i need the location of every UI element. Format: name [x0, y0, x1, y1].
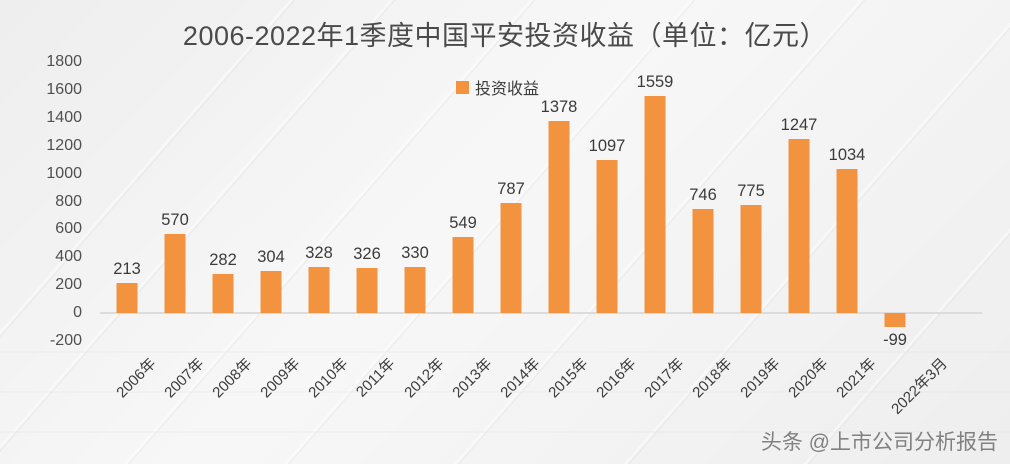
bar[interactable]: [308, 267, 330, 314]
bar-value-label: 1559: [636, 72, 674, 91]
bar[interactable]: [788, 139, 810, 314]
bar-value-label: 1034: [828, 145, 866, 164]
chart-title: 2006-2022年1季度中国平安投资收益（单位：亿元）: [182, 21, 828, 51]
x-axis-tick: 2013年: [449, 355, 496, 402]
plot-area: 213 2006年 570 2007年 282 2008年 304 2009年 328 2010年…: [95, 62, 990, 418]
x-axis-tick: 2021年: [833, 355, 880, 402]
bar[interactable]: [452, 236, 474, 314]
bar[interactable]: [548, 120, 570, 314]
bar[interactable]: [164, 233, 186, 314]
y-axis-tick: 400: [55, 248, 82, 266]
bar-group: 1097 2016年: [583, 62, 640, 401]
x-axis-tick: 2017年: [641, 355, 688, 402]
x-axis-tick: 2022年3月: [888, 355, 951, 418]
x-axis-tick: 2019年: [737, 355, 784, 402]
bar-group: 787 2014年: [487, 62, 543, 401]
bar-group: -99 2022年3月: [871, 62, 951, 418]
y-axis-tick: 1600: [46, 80, 82, 98]
bar-value-label: 330: [401, 244, 429, 263]
bar[interactable]: [116, 283, 138, 314]
y-axis-tick: -200: [49, 332, 82, 349]
bar[interactable]: [836, 168, 858, 314]
bar[interactable]: [404, 267, 426, 314]
bar-group: 326 2011年: [343, 62, 398, 401]
bar-value-label: 304: [257, 247, 285, 266]
bar[interactable]: [884, 313, 906, 327]
bar-value-label: 213: [113, 260, 141, 279]
bar-value-label: 570: [161, 210, 189, 229]
bar[interactable]: [692, 209, 714, 314]
bar[interactable]: [644, 95, 666, 314]
bar[interactable]: [356, 267, 378, 314]
bar-group: 775 2019年: [727, 62, 783, 401]
bar[interactable]: [212, 273, 234, 314]
x-axis-tick: 2006年: [113, 355, 160, 402]
y-axis-tick: 1400: [46, 108, 82, 126]
legend-swatch-icon: [456, 80, 469, 94]
bar-value-label: 746: [689, 186, 717, 205]
x-axis-tick: 2009年: [257, 355, 304, 402]
y-axis-tick: 1000: [46, 164, 82, 182]
bar-group: 213 2006年: [103, 62, 159, 401]
x-axis-tick: 2018年: [689, 355, 736, 402]
x-axis-tick: 2020年: [785, 355, 832, 402]
bar-group: 1034 2021年: [823, 62, 880, 402]
y-axis-tick: 600: [55, 220, 82, 238]
x-axis-tick: 2012年: [401, 355, 448, 402]
bar-group: 570 2007年: [151, 62, 207, 402]
x-axis-tick: 2014年: [497, 355, 544, 402]
bar-value-label: 549: [449, 213, 477, 232]
y-axis-tick: 1200: [46, 136, 82, 154]
bar-value-label: 787: [497, 180, 525, 199]
bar[interactable]: [596, 160, 618, 314]
x-axis-tick: 2010年: [305, 355, 352, 402]
x-axis-tick: 2007年: [161, 355, 208, 402]
bar-group: 1559 2017年: [631, 62, 688, 402]
x-axis-tick: 2016年: [593, 355, 640, 402]
y-axis-tick: 200: [55, 276, 82, 294]
bar-group: 549 2013年: [439, 62, 495, 402]
bar-group: 746 2018年: [679, 62, 735, 401]
bar-value-label: 1378: [540, 97, 578, 116]
bar-value-label: 326: [353, 244, 381, 263]
watermark: 头条 @上市公司分析报告: [760, 431, 998, 454]
chart-legend: 投资收益: [456, 75, 539, 99]
bar-value-label: 282: [209, 250, 237, 269]
bar-value-label: 775: [737, 181, 765, 200]
x-axis-tick: 2015年: [545, 355, 592, 402]
bar-group: 1247 2020年: [775, 62, 832, 401]
bar[interactable]: [500, 203, 522, 314]
zero-baseline: [100, 312, 982, 315]
x-axis-tick: 2008年: [209, 355, 256, 402]
legend-label: 投资收益: [475, 81, 540, 98]
bar-group: 304 2009年: [247, 62, 303, 402]
bar[interactable]: [740, 204, 762, 314]
y-axis: 1800 1600 1400 1200 1000 800 600 400 200 0 -200: [0, 53, 88, 349]
y-axis-tick: 0: [73, 304, 82, 322]
bar-value-label: 1097: [588, 137, 626, 156]
x-axis-tick: 2011年: [352, 355, 399, 401]
bar-group: 330 2012年: [391, 62, 447, 401]
bar[interactable]: [260, 270, 282, 314]
bar-group: 282 2008年: [199, 62, 255, 402]
y-axis-tick: 800: [55, 192, 82, 210]
y-axis-tick: 1800: [46, 53, 82, 70]
bar-value-label: 1247: [780, 116, 818, 135]
bar-value-label: 328: [305, 244, 333, 263]
bar-group: 1378 2015年: [535, 62, 592, 401]
bar-group: 328 2010年: [295, 62, 351, 401]
bar-value-label: -99: [883, 330, 907, 349]
